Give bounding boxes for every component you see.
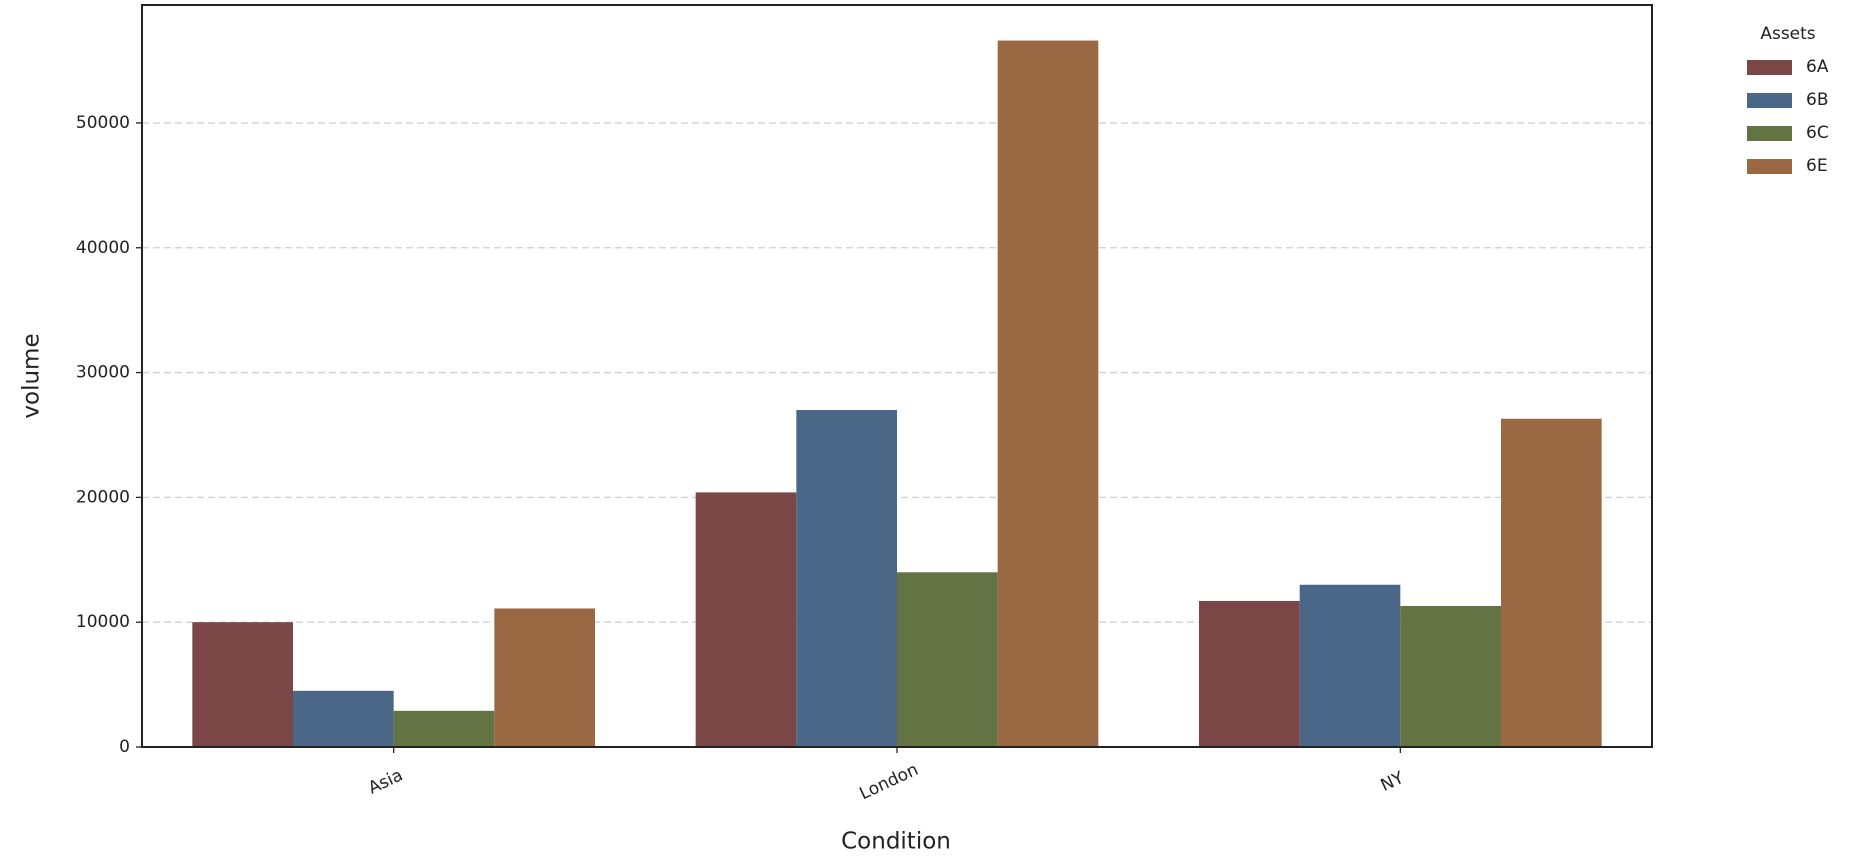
x-tick-label: London — [857, 760, 922, 804]
y-tick-label: 20000 — [76, 487, 130, 507]
bar — [393, 710, 495, 747]
bar — [494, 608, 595, 747]
bar — [796, 410, 897, 747]
legend-swatch — [1747, 93, 1792, 108]
y-tick-label: 30000 — [76, 363, 130, 383]
bar — [997, 40, 1099, 748]
legend-swatch — [1747, 60, 1792, 75]
legend-label: 6C — [1806, 123, 1829, 143]
y-tick-label: 10000 — [76, 612, 130, 632]
legend-swatch — [1747, 159, 1792, 174]
legend-label: 6E — [1806, 156, 1828, 176]
bar — [1501, 418, 1602, 747]
bar — [897, 572, 998, 747]
bar — [695, 492, 797, 747]
x-tick-label: Asia — [365, 765, 406, 798]
x-axis-label: Condition — [841, 829, 951, 855]
y-tick-label: 0 — [119, 737, 130, 757]
x-tick-label: NY — [1378, 768, 1408, 796]
bar — [1199, 600, 1300, 747]
legend-title: Assets — [1760, 24, 1815, 44]
plot-frame — [141, 4, 1653, 748]
bar — [192, 622, 293, 747]
bar — [1400, 605, 1501, 747]
legend-label: 6A — [1806, 57, 1829, 77]
bar — [1299, 584, 1401, 747]
y-tick-label: 40000 — [76, 238, 130, 258]
bar — [293, 690, 394, 747]
legend-label: 6B — [1806, 90, 1828, 110]
y-axis-label: volume — [19, 333, 45, 418]
legend-swatch — [1747, 126, 1792, 141]
y-tick-label: 50000 — [76, 113, 130, 133]
